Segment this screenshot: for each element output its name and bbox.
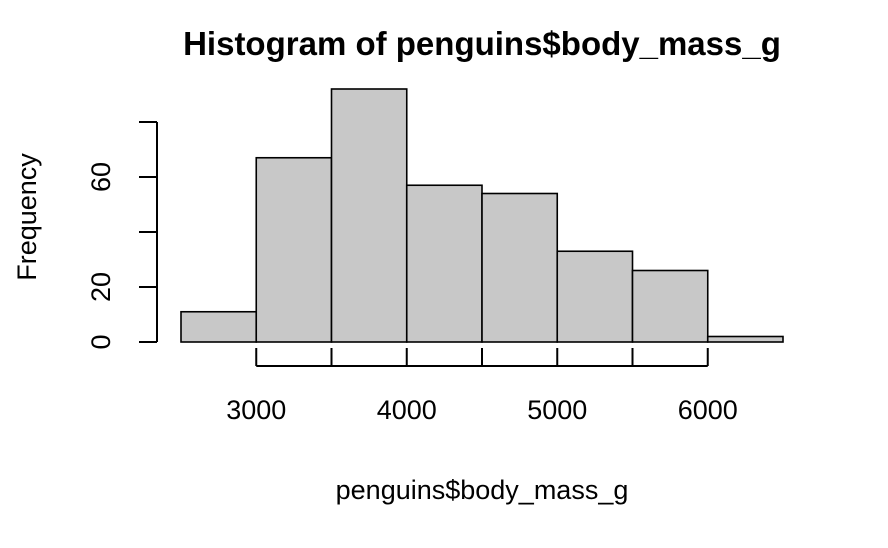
bars-group [180, 88, 784, 343]
histogram-bar-3 [330, 88, 408, 343]
y-tick-label-60: 60 [86, 162, 116, 192]
x-tick-label-4000: 4000 [377, 395, 437, 425]
histogram-bar-6 [556, 250, 634, 343]
x-axis: 3000 4000 5000 6000 [226, 348, 738, 425]
x-axis-label: penguins$body_mass_g [336, 475, 629, 505]
histogram-bar-1 [180, 310, 258, 343]
histogram-bar-7 [631, 269, 709, 343]
histogram-bar-4 [405, 184, 483, 343]
x-tick-label-3000: 3000 [226, 395, 286, 425]
x-tick-label-5000: 5000 [527, 395, 587, 425]
histogram-bar-8 [706, 335, 784, 343]
y-axis: 0 20 60 [86, 121, 158, 350]
histogram-bar-5 [481, 192, 559, 343]
y-tick-label-20: 20 [86, 272, 116, 302]
x-tick-label-6000: 6000 [678, 395, 738, 425]
chart-title: Histogram of penguins$body_mass_g [183, 25, 781, 62]
y-axis-label: Frequency [12, 153, 42, 281]
histogram-bar-2 [255, 156, 333, 343]
y-tick-label-0: 0 [86, 334, 116, 349]
